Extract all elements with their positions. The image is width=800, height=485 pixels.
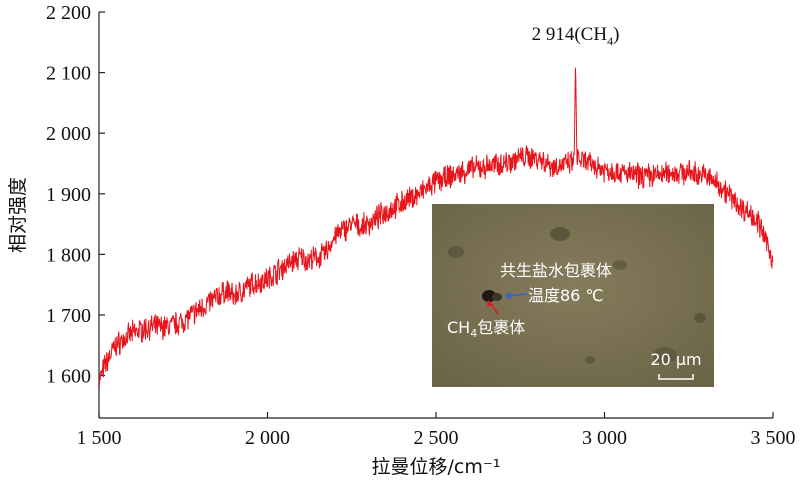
inset-blob: [613, 260, 627, 270]
x-tick-label: 2 500: [414, 427, 459, 449]
x-tick-label: 2 000: [245, 427, 290, 449]
y-tick-label: 1 600: [46, 366, 91, 388]
micrograph-inset: 共生盐水包裹体 温度86 ℃ CH4包裹体 20 μm: [432, 204, 714, 387]
brine-inclusion: [492, 293, 502, 301]
peak-annotation: 2 914(CH4): [532, 24, 620, 48]
inset-blob: [448, 246, 464, 258]
scale-bar: [658, 374, 694, 380]
blue-arrowhead: [504, 292, 511, 300]
scale-bar-label: 20 μm: [650, 350, 701, 369]
y-tick-label: 2 200: [46, 2, 91, 24]
y-tick-label: 1 800: [46, 244, 91, 266]
inset-blob: [653, 347, 677, 363]
inset-blob: [585, 356, 595, 364]
y-ticks: 1 600 1 700 1 800 1 900 2 000 2 100 2 200: [46, 2, 105, 388]
y-tick-label: 2 100: [46, 63, 91, 85]
x-tick-label: 3 500: [751, 427, 796, 449]
x-tick-label: 3 000: [582, 427, 627, 449]
y-axis-label: 相对强度: [7, 177, 29, 253]
x-axis-label: 拉曼位移/cm⁻¹: [371, 456, 500, 478]
y-tick-label: 1 900: [46, 184, 91, 206]
red-arrowhead: [487, 300, 494, 307]
brine-inclusion-label: 共生盐水包裹体: [500, 261, 612, 280]
ch4-inclusion-label: CH4包裹体: [447, 318, 525, 340]
ch4-inclusion: [482, 290, 496, 302]
temperature-label: 温度86 ℃: [528, 286, 603, 305]
inset-blob: [694, 313, 706, 323]
y-tick-label: 1 700: [46, 305, 91, 327]
y-tick-label: 2 000: [46, 123, 91, 145]
spectrum-line: [99, 67, 774, 390]
x-ticks: 1 500 2 000 2 500 3 000 3 500: [77, 412, 796, 449]
inset-blob: [550, 227, 570, 241]
x-tick-label: 1 500: [77, 427, 122, 449]
